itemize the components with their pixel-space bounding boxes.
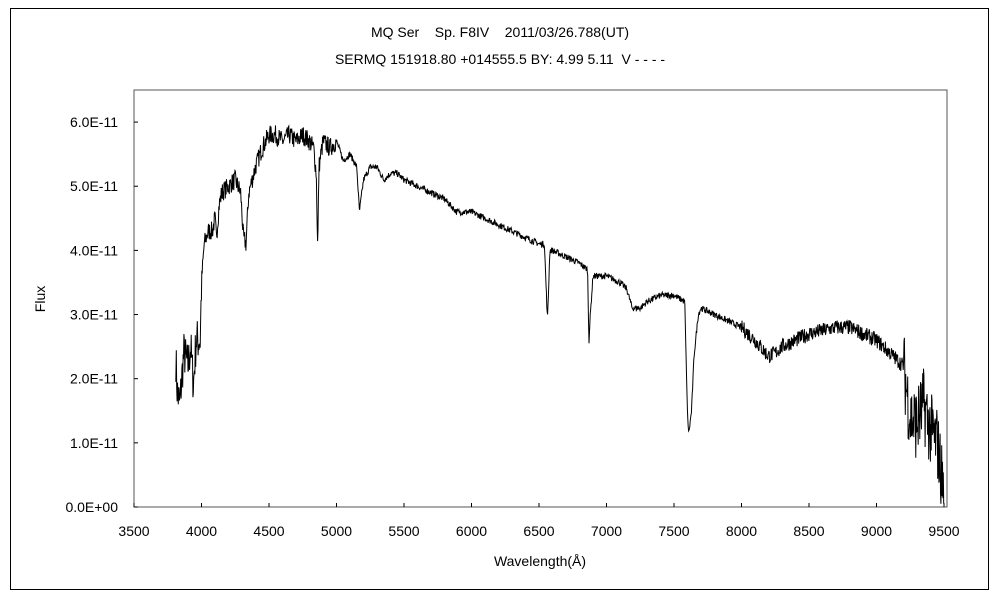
- y-tick-label: 6.0E-11: [70, 114, 118, 130]
- x-tick-label: 4500: [253, 523, 284, 539]
- y-tick-label: 4.0E-11: [70, 242, 118, 258]
- y-tick-label: 1.0E-11: [70, 435, 118, 451]
- y-tick-label: 3.0E-11: [70, 307, 118, 323]
- y-axis-label: Flux: [32, 286, 48, 312]
- plot-area: [133, 89, 948, 508]
- x-tick-label: 7000: [591, 523, 622, 539]
- y-tick-label: 5.0E-11: [70, 178, 118, 194]
- x-tick-label: 6500: [523, 523, 554, 539]
- x-tick-label: 5500: [388, 523, 419, 539]
- x-tick-label: 4000: [186, 523, 217, 539]
- x-tick-label: 8500: [793, 523, 824, 539]
- chart-subtitle: SERMQ 151918.80 +014555.5 BY: 4.99 5.11 …: [334, 51, 666, 67]
- x-tick-label: 5000: [321, 523, 352, 539]
- chart-title: MQ Ser Sp. F8IV 2011/03/26.788(UT): [370, 24, 630, 40]
- x-tick-label: 9000: [861, 523, 892, 539]
- x-tick-label: 8000: [726, 523, 757, 539]
- spectrum-line: [175, 124, 945, 504]
- chart-frame: [10, 8, 989, 590]
- y-tick-label: 2.0E-11: [70, 371, 118, 387]
- x-tick-label: 7500: [658, 523, 689, 539]
- x-tick-label: 6000: [456, 523, 487, 539]
- x-tick-label: 9500: [928, 523, 959, 539]
- x-tick-label: 3500: [118, 523, 149, 539]
- x-axis-label: Wavelength(Å): [494, 553, 586, 569]
- y-tick-label: 0.0E+00: [65, 499, 118, 515]
